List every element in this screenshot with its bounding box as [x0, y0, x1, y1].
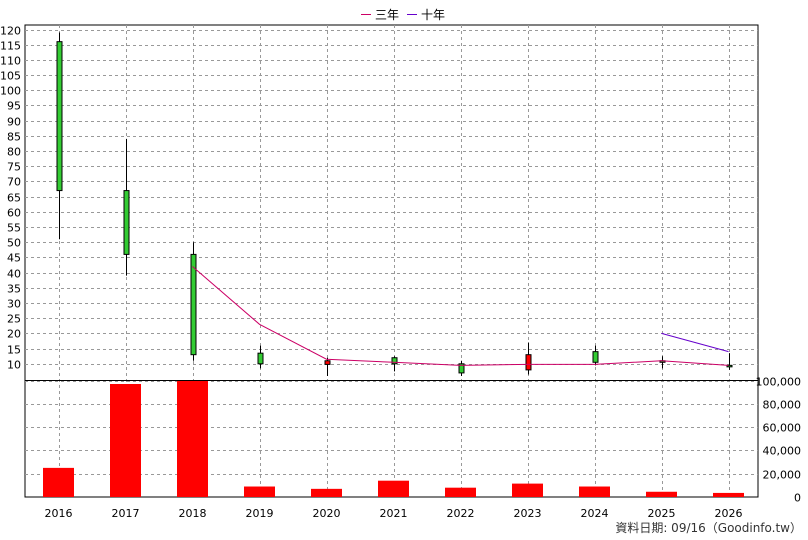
- volume-bar: [713, 492, 744, 497]
- volume-bar: [43, 467, 74, 497]
- candle: [123, 138, 130, 276]
- x-tick-label: 2024: [581, 507, 609, 520]
- candle-body: [592, 351, 599, 363]
- volume-bar: [646, 491, 677, 497]
- plot-frame: [24, 24, 759, 498]
- price-tick-label: 105: [0, 70, 21, 83]
- volume-bar: [311, 488, 342, 497]
- grid: [25, 25, 758, 497]
- candle: [56, 32, 63, 240]
- volume-bar: [244, 486, 275, 497]
- price-tick-label: 35: [7, 283, 21, 296]
- price-tick-label: 65: [7, 192, 21, 205]
- x-tick-label: 2016: [45, 507, 73, 520]
- price-tick-label: 110: [0, 55, 21, 68]
- volume-bar: [110, 383, 141, 497]
- x-tick-label: 2023: [514, 507, 542, 520]
- candles: [56, 32, 733, 376]
- volume-tick-label: 80,000: [763, 399, 802, 412]
- volume-tick-label: 20,000: [763, 469, 802, 482]
- price-tick-label: 115: [0, 40, 21, 53]
- volume-bar: [177, 380, 208, 497]
- candle: [391, 356, 398, 372]
- volume-bar: [579, 486, 610, 497]
- x-tick-label: 2021: [380, 507, 408, 520]
- price-tick-label: 120: [0, 25, 21, 38]
- candle-body: [190, 253, 197, 356]
- legend-label: 十年: [421, 8, 445, 22]
- price-tick-label: 90: [7, 116, 21, 129]
- x-tick-label: 2020: [313, 507, 341, 520]
- x-tick-label: 2018: [179, 507, 207, 520]
- legend-label: 三年: [375, 8, 399, 22]
- candle-body: [123, 190, 130, 255]
- price-tick-label: 85: [7, 131, 21, 144]
- volume-bar: [512, 483, 543, 497]
- ten-year-average-line: [661, 332, 729, 353]
- x-tick-label: 2017: [112, 507, 140, 520]
- volume-bar: [445, 487, 476, 497]
- legend: 三年 十年: [361, 8, 445, 22]
- volume-bars: [43, 380, 744, 497]
- price-tick-label: 30: [7, 298, 21, 311]
- price-tick-label: 80: [7, 146, 21, 159]
- candle-body: [56, 41, 63, 192]
- candle: [458, 360, 465, 376]
- candle-body: [525, 354, 532, 371]
- price-tick-label: 20: [7, 328, 21, 341]
- price-tick-label: 50: [7, 237, 21, 250]
- axes: 2016 2017 2018 2019 2020 2021 2022 2023 2024 2025…: [0, 25, 801, 521]
- three-year-average-line: [192, 266, 729, 366]
- price-tick-label: 25: [7, 313, 21, 326]
- x-tick-label: 2025: [648, 507, 676, 520]
- candle-body: [458, 363, 465, 374]
- candle: [257, 345, 264, 369]
- price-tick-label: 55: [7, 222, 21, 235]
- price-tick-label: 100: [0, 85, 21, 98]
- candle: [190, 242, 197, 361]
- candle-body: [324, 360, 331, 365]
- price-tick-label: 60: [7, 207, 21, 220]
- volume-bar: [378, 480, 409, 497]
- price-tick-label: 10: [7, 359, 21, 372]
- candle-body: [726, 364, 733, 368]
- candle: [592, 345, 599, 366]
- average-lines: [192, 266, 729, 366]
- volume-tick-label: 60,000: [763, 422, 802, 435]
- price-tick-label: 45: [7, 252, 21, 265]
- candle: [726, 353, 733, 370]
- candle-body: [257, 352, 264, 365]
- x-tick-label: 2022: [447, 507, 475, 520]
- volume-tick-label: 40,000: [763, 445, 802, 458]
- price-tick-label: 15: [7, 344, 21, 357]
- x-tick-label: 2026: [715, 507, 743, 520]
- data-date-footer: 資料日期: 09/16（Goodinfo.tw）: [615, 521, 802, 535]
- volume-tick-label: 0: [794, 492, 801, 505]
- price-tick-label: 70: [7, 176, 21, 189]
- x-tick-label: 2019: [246, 507, 274, 520]
- candle-body: [391, 357, 398, 365]
- candle: [324, 357, 331, 376]
- candle: [525, 342, 532, 375]
- price-tick-label: 40: [7, 268, 21, 281]
- price-tick-label: 75: [7, 161, 21, 174]
- price-tick-label: 95: [7, 100, 21, 113]
- volume-tick-label: 100,000: [756, 376, 802, 389]
